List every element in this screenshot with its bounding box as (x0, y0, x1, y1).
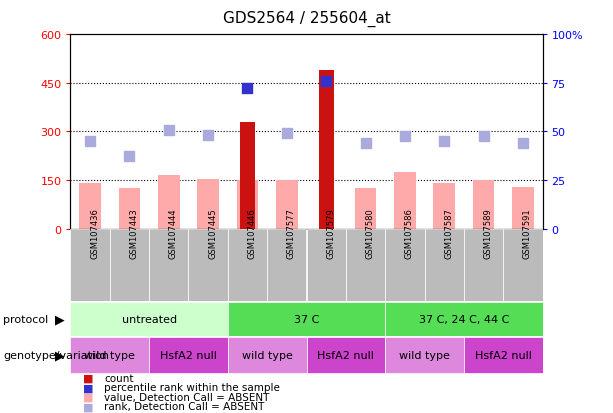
Bar (79, 184, 101, 229)
Bar (237, 181, 258, 229)
Bar (306, 229, 346, 301)
Bar (473, 181, 494, 229)
Text: GSM107579: GSM107579 (326, 207, 335, 258)
Text: 37 C, 24 C, 44 C: 37 C, 24 C, 44 C (419, 314, 509, 324)
Point (400, 134, 409, 140)
Text: HsfA2 null: HsfA2 null (474, 350, 531, 360)
Text: count: count (104, 373, 134, 383)
Point (204, 132, 213, 139)
Bar (158, 176, 180, 229)
Bar (149, 229, 189, 301)
Point (479, 134, 489, 140)
Text: rank, Detection Call = ABSENT: rank, Detection Call = ABSENT (104, 401, 265, 411)
Bar (464, 337, 543, 373)
Text: ▶: ▶ (55, 349, 64, 362)
Bar (385, 302, 543, 336)
Bar (276, 181, 298, 229)
Text: GSM107587: GSM107587 (444, 207, 453, 258)
Bar (240, 122, 255, 229)
Text: ■: ■ (83, 392, 93, 402)
Text: value, Detection Call = ABSENT: value, Detection Call = ABSENT (104, 392, 270, 402)
Bar (385, 337, 464, 373)
Text: GSM107577: GSM107577 (287, 207, 296, 258)
Text: GSM107446: GSM107446 (248, 207, 256, 258)
Point (360, 140, 370, 147)
Text: percentile rank within the sample: percentile rank within the sample (104, 382, 280, 392)
Bar (70, 302, 228, 336)
Text: GSM107444: GSM107444 (169, 208, 178, 258)
Text: GSM107436: GSM107436 (90, 207, 99, 258)
Bar (464, 229, 503, 301)
Text: ■: ■ (83, 382, 93, 392)
Bar (197, 179, 219, 229)
Text: ▶: ▶ (55, 313, 64, 325)
Point (243, 85, 253, 92)
Text: untreated: untreated (121, 314, 177, 324)
Bar (267, 229, 306, 301)
Text: wild type: wild type (85, 350, 135, 360)
Bar (149, 337, 228, 373)
Text: GSM107443: GSM107443 (129, 207, 139, 258)
Bar (319, 71, 333, 229)
Text: GSM107591: GSM107591 (523, 208, 532, 258)
Text: HsfA2 null: HsfA2 null (318, 350, 375, 360)
Text: GDS2564 / 255604_at: GDS2564 / 255604_at (223, 10, 390, 26)
Text: GSM107589: GSM107589 (484, 207, 492, 258)
Bar (189, 229, 228, 301)
Point (518, 140, 528, 147)
Bar (70, 229, 110, 301)
Text: wild type: wild type (242, 350, 292, 360)
Point (124, 153, 134, 160)
Text: ■: ■ (83, 373, 93, 383)
Bar (70, 337, 149, 373)
Text: genotype/variation: genotype/variation (3, 350, 109, 360)
Point (321, 79, 331, 85)
Bar (503, 229, 543, 301)
Bar (228, 229, 267, 301)
Text: wild type: wild type (399, 350, 450, 360)
Text: GSM107445: GSM107445 (208, 208, 217, 258)
Bar (512, 187, 534, 229)
Bar (228, 302, 385, 336)
Point (282, 131, 292, 137)
Bar (110, 229, 149, 301)
Bar (385, 229, 424, 301)
Bar (228, 337, 306, 373)
Text: ■: ■ (83, 401, 93, 411)
Text: protocol: protocol (3, 314, 48, 324)
Bar (355, 189, 376, 229)
Bar (346, 229, 385, 301)
Text: GSM107586: GSM107586 (405, 207, 414, 258)
Point (85, 139, 95, 145)
Bar (433, 184, 455, 229)
Point (164, 127, 173, 134)
Point (440, 139, 449, 145)
Bar (306, 337, 385, 373)
Bar (424, 229, 464, 301)
Text: HsfA2 null: HsfA2 null (160, 350, 217, 360)
Text: 37 C: 37 C (294, 314, 319, 324)
Bar (119, 189, 140, 229)
Bar (394, 173, 416, 229)
Text: GSM107580: GSM107580 (365, 207, 375, 258)
